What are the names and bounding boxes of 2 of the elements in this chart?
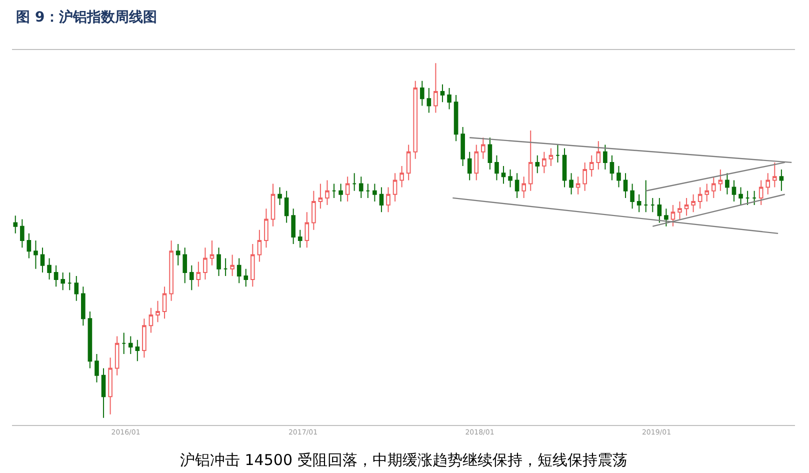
chart-title: 图 9：沪铝指数周线图 [16, 8, 157, 26]
text: 沪铝冲击 14500 受阻回落，中期缓涨趋势继续保持，短线保持震荡 [180, 451, 628, 469]
